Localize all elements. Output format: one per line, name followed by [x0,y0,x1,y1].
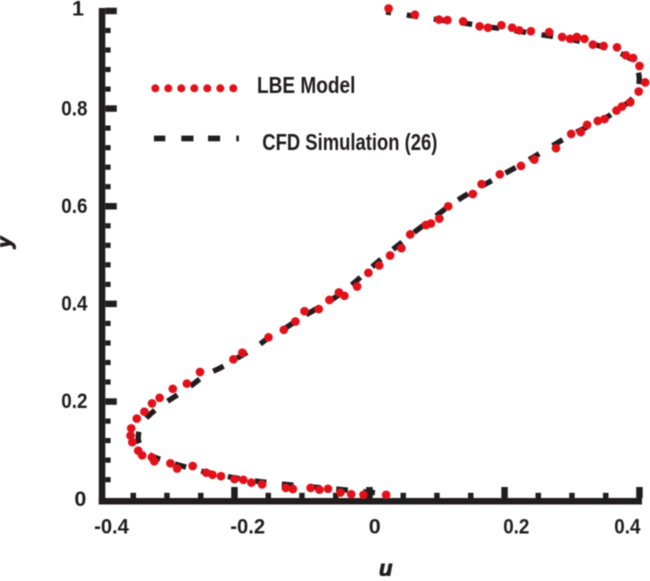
svg-text:0.2: 0.2 [503,515,529,539]
svg-text:0: 0 [74,487,86,511]
svg-text:-0.2: -0.2 [230,515,265,539]
svg-text:0.4: 0.4 [614,515,640,539]
svg-text:0.8: 0.8 [61,96,87,120]
svg-text:1: 1 [72,0,84,21]
svg-text:u: u [379,556,393,576]
svg-text:0.4: 0.4 [61,292,87,316]
svg-text:y: y [0,234,16,249]
svg-text:0.6: 0.6 [61,194,87,218]
svg-text:0.2: 0.2 [61,389,87,413]
svg-text:0: 0 [369,515,381,539]
svg-text:CFD Simulation (26): CFD Simulation (26) [262,129,437,155]
svg-text:-0.4: -0.4 [94,515,129,539]
svg-text:LBE Model: LBE Model [257,72,355,98]
